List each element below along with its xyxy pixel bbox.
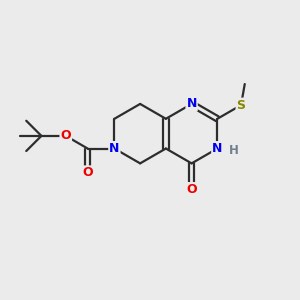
Text: N: N [212,142,223,155]
Text: O: O [60,129,71,142]
Text: S: S [236,99,245,112]
Text: O: O [82,167,93,179]
Text: O: O [186,183,197,196]
Text: H: H [229,143,238,157]
Text: N: N [186,98,197,110]
Text: N: N [109,142,120,155]
